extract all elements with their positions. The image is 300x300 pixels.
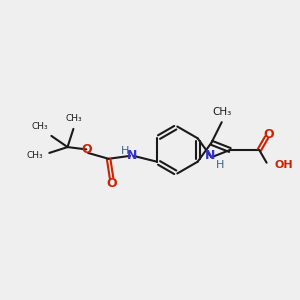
Text: O: O [107,177,117,190]
Text: N: N [127,149,137,162]
Text: CH₃: CH₃ [32,122,49,131]
Text: CH₃: CH₃ [213,107,232,117]
Text: H: H [216,160,224,170]
Text: OH: OH [275,160,293,170]
Text: O: O [264,128,274,142]
Text: H: H [121,146,130,156]
Text: N: N [205,149,215,162]
Text: CH₃: CH₃ [66,114,82,123]
Text: CH₃: CH₃ [27,151,44,160]
Text: O: O [81,143,92,156]
